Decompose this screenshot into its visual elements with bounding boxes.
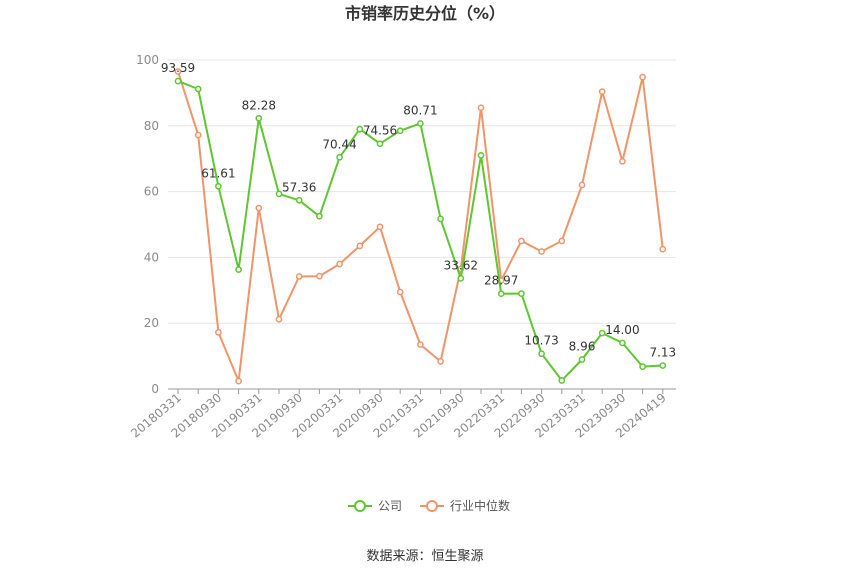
data-point — [255, 204, 263, 212]
data-point — [417, 341, 424, 348]
data-label: 14.00 — [605, 323, 639, 337]
data-labels: 93.59 61.61 82.28 57.36 70.44 74.56 80.71 33.62… — [161, 61, 676, 359]
data-point — [578, 181, 586, 189]
data-point — [417, 120, 424, 127]
data-point — [295, 273, 303, 280]
data-point — [215, 182, 222, 190]
data-label: 80.71 — [403, 103, 437, 117]
y-tick-label: 80 — [144, 119, 159, 133]
data-point — [437, 358, 444, 365]
data-label: 7.13 — [649, 346, 676, 360]
legend-label: 行业中位数 — [450, 498, 510, 513]
data-point — [316, 212, 323, 220]
data-point — [235, 266, 242, 273]
data-label: 10.73 — [524, 334, 558, 348]
y-tick-label: 60 — [144, 185, 159, 199]
y-tick-label: 40 — [144, 250, 159, 264]
data-point — [396, 288, 404, 296]
data-point — [396, 127, 404, 135]
data-point — [598, 329, 606, 337]
data-point — [376, 140, 384, 148]
data-point — [255, 114, 263, 122]
data-point — [578, 356, 586, 363]
y-axis: 0 20 40 60 80 100 — [136, 53, 159, 396]
data-point — [518, 237, 525, 245]
data-label: 70.44 — [322, 137, 356, 151]
legend-swatch-marker — [354, 500, 366, 512]
data-point — [538, 350, 545, 358]
data-point — [659, 245, 667, 253]
data-point — [316, 272, 323, 280]
data-point — [538, 248, 545, 255]
data-point — [598, 88, 606, 95]
data-point — [235, 377, 242, 385]
legend-item-industry-median[interactable]: 行业中位数 — [420, 498, 510, 513]
data-label: 8.96 — [569, 340, 596, 354]
data-point — [275, 315, 283, 323]
data-label: 33.62 — [444, 258, 478, 272]
data-label: 61.61 — [201, 166, 235, 180]
data-label: 93.59 — [161, 61, 195, 75]
y-tick-label: 0 — [151, 382, 159, 396]
data-point — [194, 131, 202, 139]
x-axis: 2018033120180930201903312019093020200331… — [128, 388, 676, 441]
y-tick-label: 20 — [144, 316, 159, 330]
chart-title: 市销率历史分位（%） — [345, 4, 505, 23]
data-point — [295, 196, 303, 204]
data-point — [275, 190, 283, 198]
data-point — [659, 362, 667, 369]
data-point — [356, 125, 364, 133]
source-note: 数据来源：恒生聚源 — [366, 549, 483, 564]
data-point — [215, 329, 222, 336]
legend-item-company[interactable]: 公司 — [348, 499, 402, 513]
data-point — [356, 242, 364, 250]
data-point — [376, 223, 384, 231]
series-layer — [174, 68, 667, 385]
y-tick-label: 100 — [136, 53, 159, 67]
data-point — [518, 290, 525, 297]
data-label: 28.97 — [484, 274, 518, 288]
data-label: 74.56 — [363, 124, 397, 138]
data-point — [497, 290, 505, 298]
data-point — [457, 275, 465, 282]
data-point — [639, 363, 646, 370]
data-label: 82.28 — [242, 98, 276, 112]
data-point — [558, 377, 566, 384]
legend[interactable]: 公司 行业中位数 — [348, 498, 510, 513]
data-point — [619, 157, 626, 165]
data-point — [336, 153, 343, 161]
data-point — [194, 85, 202, 93]
data-point — [477, 152, 485, 159]
data-point — [558, 237, 566, 245]
series-line-industry-median — [177, 71, 664, 383]
data-point — [174, 68, 182, 75]
data-point — [477, 104, 485, 112]
data-point — [639, 73, 646, 81]
data-point — [619, 339, 626, 347]
data-point — [174, 77, 182, 85]
data-label: 57.36 — [282, 180, 316, 194]
data-point — [437, 215, 444, 223]
data-point — [336, 260, 343, 268]
legend-label: 公司 — [378, 499, 402, 513]
legend-swatch-marker — [426, 500, 438, 512]
